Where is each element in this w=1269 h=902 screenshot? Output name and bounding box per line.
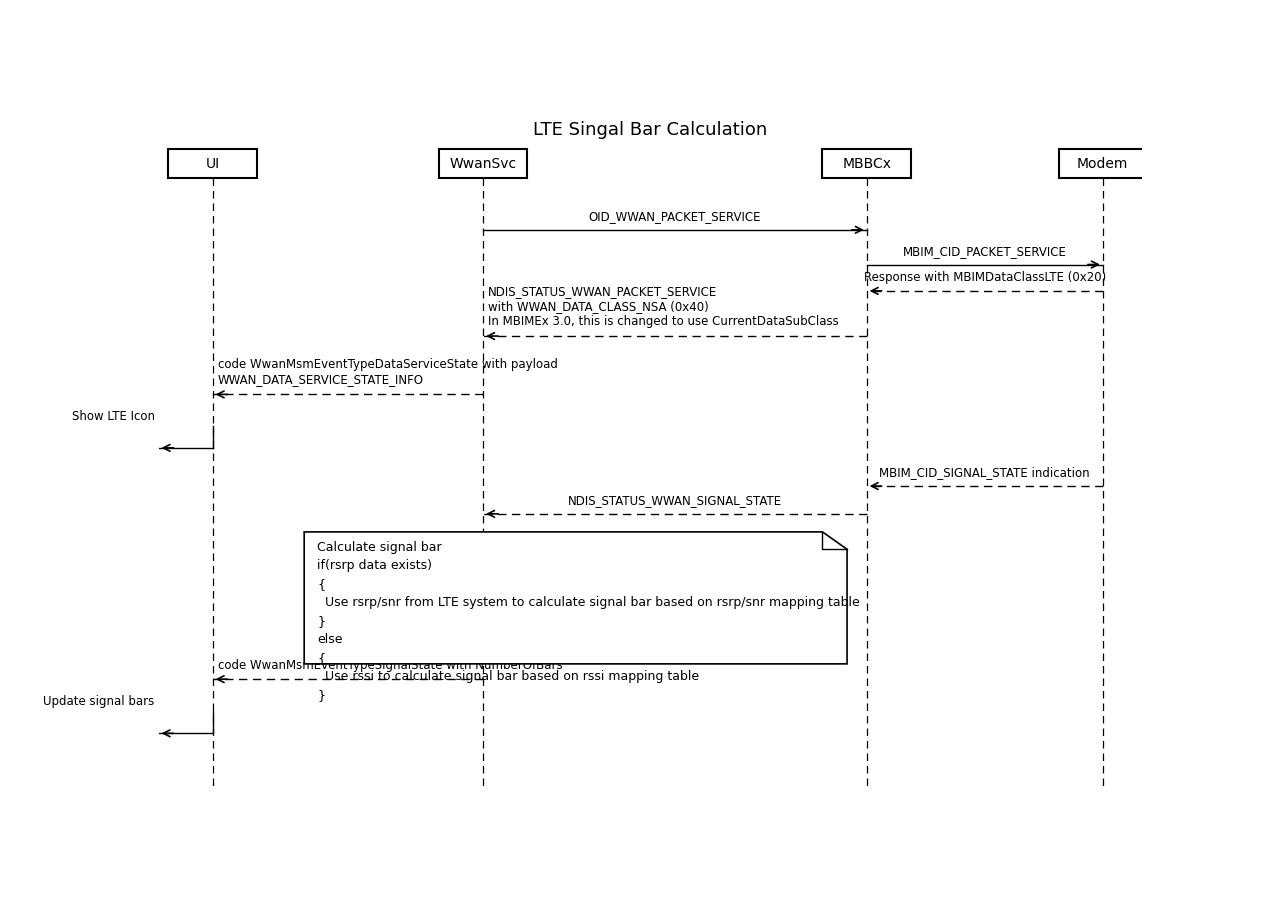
- Text: Calculate signal bar
if(rsrp data exists)
{
  Use rsrp/snr from LTE system to ca: Calculate signal bar if(rsrp data exists…: [317, 541, 859, 702]
- Text: MBIM_CID_SIGNAL_STATE indication: MBIM_CID_SIGNAL_STATE indication: [879, 466, 1090, 479]
- Polygon shape: [305, 532, 848, 664]
- Text: OID_WWAN_PACKET_SERVICE: OID_WWAN_PACKET_SERVICE: [589, 210, 761, 223]
- Text: MBIM_CID_PACKET_SERVICE: MBIM_CID_PACKET_SERVICE: [902, 244, 1067, 258]
- Text: Update signal bars: Update signal bars: [43, 695, 155, 708]
- Text: code WwanMsmEventTypeDataServiceState with payload
WWAN_DATA_SERVICE_STATE_INFO: code WwanMsmEventTypeDataServiceState wi…: [218, 358, 557, 386]
- FancyBboxPatch shape: [439, 149, 528, 179]
- Text: WwanSvc: WwanSvc: [449, 157, 516, 170]
- Text: LTE Singal Bar Calculation: LTE Singal Bar Calculation: [533, 122, 768, 140]
- Text: code WwanMsmEventTypeSignalState with NumberOfBars: code WwanMsmEventTypeSignalState with Nu…: [218, 659, 562, 672]
- Text: Show LTE Icon: Show LTE Icon: [71, 410, 155, 423]
- FancyBboxPatch shape: [1058, 149, 1147, 179]
- FancyBboxPatch shape: [169, 149, 258, 179]
- Text: MBBCx: MBBCx: [843, 157, 891, 170]
- Text: NDIS_STATUS_WWAN_PACKET_SERVICE
with WWAN_DATA_CLASS_NSA (0x40)
In MBIMEx 3.0, t: NDIS_STATUS_WWAN_PACKET_SERVICE with WWA…: [489, 285, 839, 327]
- FancyBboxPatch shape: [822, 149, 911, 179]
- Text: Modem: Modem: [1077, 157, 1128, 170]
- Text: Response with MBIMDataClassLTE (0x20): Response with MBIMDataClassLTE (0x20): [864, 271, 1105, 284]
- Text: NDIS_STATUS_WWAN_SIGNAL_STATE: NDIS_STATUS_WWAN_SIGNAL_STATE: [569, 494, 782, 507]
- Text: UI: UI: [206, 157, 220, 170]
